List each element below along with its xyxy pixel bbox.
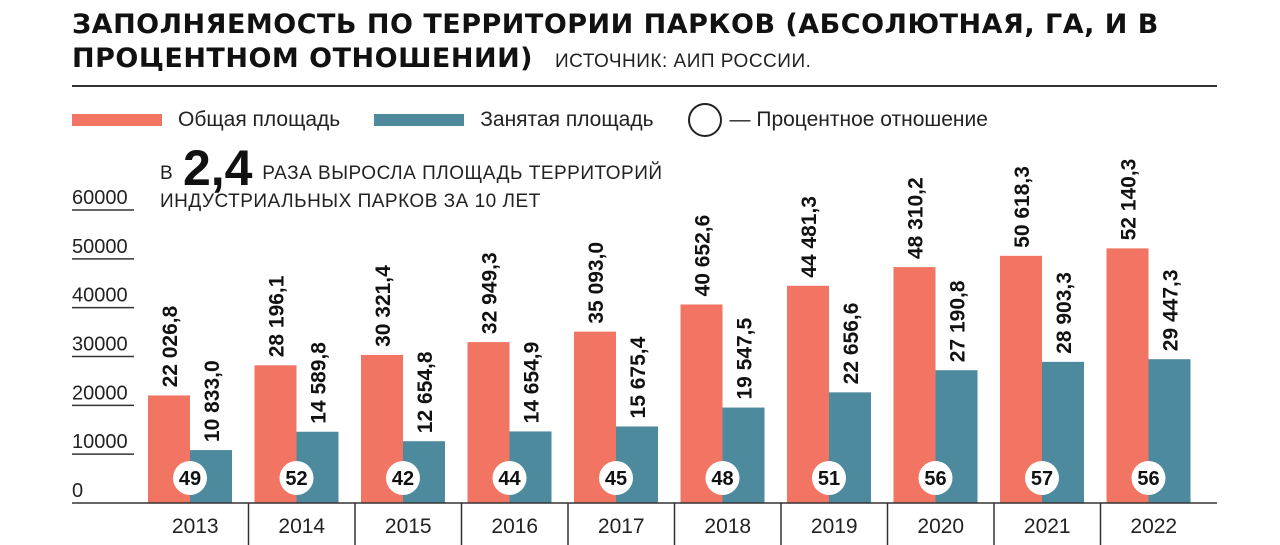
note-prefix: В: [160, 163, 174, 184]
bar-total: [1000, 255, 1042, 503]
y-tick-label: 40000: [72, 285, 128, 307]
percent-circle: [386, 461, 420, 495]
source-text: ИСТОЧНИК: АИП РОССИИ.: [555, 51, 812, 72]
data-label-occupied: 29 447,3: [1160, 269, 1183, 351]
circle-icon: [687, 103, 722, 137]
data-label-total: 30 321,4: [372, 265, 395, 347]
percent-label: 57: [1031, 468, 1053, 490]
percent-label: 44: [498, 468, 521, 490]
percent-circle: [599, 461, 633, 495]
y-tick-label: 20000: [72, 382, 128, 404]
percent-label: 42: [392, 468, 414, 490]
x-tick-label: 2018: [704, 515, 751, 538]
data-label-total: 48 310,2: [905, 177, 928, 259]
x-tick-label: 2015: [385, 515, 432, 538]
legend-label-total: Общая площадь: [178, 108, 341, 131]
percent-label: 51: [818, 468, 840, 490]
data-label-occupied: 19 547,5: [734, 317, 757, 399]
x-tick-label: 2020: [917, 515, 964, 538]
data-label-total: 44 481,3: [798, 196, 821, 278]
title-divider: [72, 85, 1217, 87]
data-label-occupied: 10 833,0: [201, 360, 224, 442]
data-label-occupied: 28 903,3: [1053, 272, 1076, 354]
percent-circle: [918, 461, 953, 495]
data-label-occupied: 15 675,4: [627, 336, 650, 418]
chart-title: ЗАПОЛНЯЕМОСТЬ ПО ТЕРРИТОРИИ ПАРКОВ (АБСО…: [72, 8, 1172, 79]
data-label-total: 50 618,3: [1011, 166, 1034, 248]
percent-label: 48: [711, 468, 733, 490]
y-tick-label: 30000: [72, 334, 128, 356]
x-tick-label: 2022: [1130, 515, 1177, 538]
data-label-occupied: 22 656,6: [840, 303, 863, 385]
note-line1: РАЗА ВЫРОСЛА ПЛОЩАДЬ ТЕРРИТОРИЙ: [262, 163, 663, 184]
x-tick-label: 2021: [1024, 515, 1071, 538]
y-tick-label: 60000: [72, 187, 128, 209]
percent-label: 52: [285, 468, 307, 490]
data-label-occupied: 12 654,8: [414, 351, 437, 433]
percent-label: 56: [1137, 468, 1159, 490]
percent-circle: [1025, 461, 1059, 495]
legend-swatch-occupied: [374, 114, 465, 126]
x-tick-label: 2019: [811, 515, 858, 538]
percent-label: 45: [605, 468, 627, 490]
growth-note: В 2,4 РАЗА ВЫРОСЛА ПЛОЩАДЬ ТЕРРИТОРИЙ ИН…: [160, 143, 663, 216]
data-label-occupied: 14 589,8: [308, 342, 331, 424]
legend-item-percent: — Процентное отношение: [687, 103, 988, 137]
percent-circle: [705, 461, 740, 495]
percent-circle: [173, 461, 207, 495]
note-big-number: 2,4: [182, 140, 253, 196]
y-tick-label: 50000: [72, 236, 128, 258]
legend-label-percent: — Процентное отношение: [729, 108, 988, 131]
data-label-total: 40 652,6: [692, 215, 715, 297]
data-label-total: 28 196,1: [266, 275, 289, 357]
x-tick-label: 2014: [278, 515, 325, 538]
legend-item-occupied: Занятая площадь: [374, 108, 654, 132]
x-tick-label: 2016: [491, 515, 538, 538]
percent-label: 56: [924, 468, 946, 490]
data-label-total: 35 093,0: [585, 242, 608, 324]
bar-total: [1106, 248, 1149, 503]
title-text: ЗАПОЛНЯЕМОСТЬ ПО ТЕРРИТОРИИ ПАРКОВ (АБСО…: [72, 9, 1159, 74]
x-tick-label: 2017: [598, 515, 645, 538]
data-label-occupied: 27 190,8: [947, 280, 970, 362]
note-line2: ИНДУСТРИАЛЬНЫХ ПАРКОВ ЗА 10 ЛЕТ: [160, 191, 541, 212]
data-label-occupied: 14 654,9: [521, 342, 544, 424]
data-label-total: 32 949,3: [479, 252, 502, 334]
y-tick-label: 0: [72, 480, 83, 502]
percent-circle: [492, 461, 527, 495]
percent-circle: [1131, 461, 1166, 495]
y-tick-label: 10000: [72, 431, 128, 453]
x-tick-label: 2013: [172, 515, 219, 538]
percent-circle: [812, 461, 846, 495]
data-label-total: 52 140,3: [1118, 159, 1141, 241]
percent-label: 49: [179, 468, 201, 490]
legend-label-occupied: Занятая площадь: [480, 108, 654, 131]
percent-circle: [279, 461, 314, 495]
data-label-total: 22 026,8: [159, 305, 182, 387]
legend-swatch-total: [72, 114, 162, 126]
legend-item-total: Общая площадь: [72, 108, 340, 132]
legend: Общая площадь Занятая площадь — Процентн…: [72, 103, 1022, 137]
